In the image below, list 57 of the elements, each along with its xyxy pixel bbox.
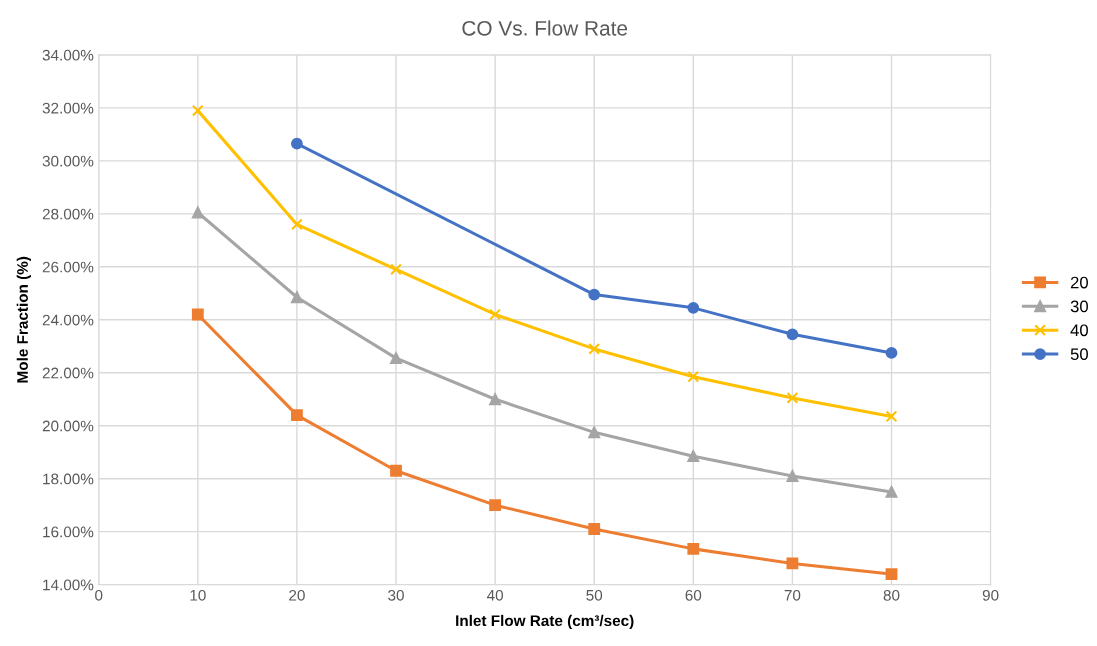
point [786,392,799,404]
point [390,464,402,477]
point [291,291,303,304]
point [191,104,204,117]
x-tick-label: 10 [190,589,206,601]
y-tick-label: 30.00% [42,155,94,167]
x-tick-label: 70 [784,589,801,601]
y-tick-label: 26.00% [42,261,94,273]
point [191,308,204,321]
y-tick-label: 18.00% [43,473,94,485]
y-tick-label: 20.00% [42,420,94,432]
x-tick-label: 40 [486,589,504,601]
point [687,301,700,314]
x-tick-label: 20 [289,589,305,601]
point [588,523,601,535]
legend-label: 20 [1070,276,1088,289]
point [588,288,601,301]
point [191,206,204,219]
x-tick-label: 60 [685,589,702,601]
x-tick-label: 90 [982,589,999,601]
y-tick-label: 22.00% [42,367,94,379]
x-tick-label: 80 [883,589,900,601]
legend-label: 50 [1070,348,1088,361]
point [489,308,502,321]
point [687,450,700,463]
point [291,218,303,231]
x-tick-label: 30 [388,589,404,601]
point [390,352,402,365]
point [489,393,502,406]
y-axis-title: Mole Fraction (%) [16,256,31,383]
x-tick-label: 0 [95,589,103,601]
point [885,486,898,498]
y-tick-label: 34.00% [42,49,94,61]
point [687,542,700,555]
point [291,137,303,150]
point [885,346,898,359]
point [588,343,601,355]
x-tick-label: 50 [586,589,603,601]
y-tick-label: 16.00% [43,526,94,538]
point [885,410,898,423]
chart-title: CO Vs. Flow Rate [462,20,628,36]
y-tick-label: 14.00% [43,579,94,591]
point [786,470,799,482]
point [588,426,601,439]
y-tick-label: 32.00% [42,102,94,114]
point [786,328,799,341]
point [390,263,402,276]
x-axis-title: Inlet Flow Rate (cm³/sec) [456,614,634,630]
point [885,568,898,580]
legend-label: 40 [1070,324,1088,337]
point [687,370,700,383]
y-tick-label: 24.00% [42,314,94,326]
point [786,557,799,570]
point [489,499,502,512]
y-tick-label: 28.00% [42,208,94,220]
point [291,409,303,422]
legend-label: 30 [1070,300,1088,313]
